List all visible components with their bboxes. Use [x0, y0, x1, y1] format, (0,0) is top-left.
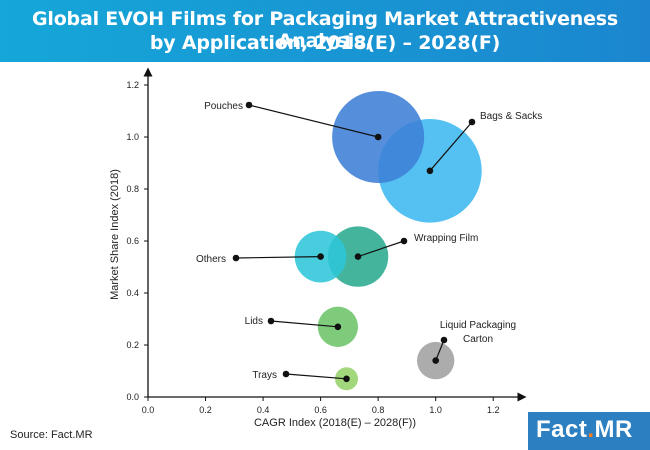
bubble-center-dot-bags-sacks — [426, 167, 434, 175]
y-tick-label: 0.0 — [126, 392, 139, 402]
logo-text-fact: Fact — [536, 416, 588, 443]
y-tick-label: 1.0 — [126, 132, 139, 142]
chart-title-line-1: Global EVOH Films for Packaging Market A… — [32, 8, 618, 52]
leader-end-dot-bags-sacks — [468, 118, 476, 126]
y-tick-label: 0.2 — [126, 340, 139, 350]
leader-end-dot-others — [232, 254, 240, 262]
leader-line-wrapping-film — [357, 240, 405, 258]
x-axis-label: CAGR Index (2018(E) – 2028(F)) — [254, 417, 416, 429]
leader-line-lids — [270, 320, 338, 328]
label-liquid-packaging-carton: Liquid Packaging Carton — [440, 320, 516, 345]
y-tick-label: 0.8 — [126, 184, 139, 194]
label-trays: Trays — [252, 370, 277, 381]
x-tick-label: 0.0 — [142, 405, 155, 415]
bubble-center-dot-lids — [334, 323, 342, 331]
leader-line-bags-sacks — [429, 121, 473, 172]
label-bags-sacks: Bags & Sacks — [480, 111, 542, 122]
x-tick-label: 0.8 — [372, 405, 385, 415]
y-tick-label: 1.2 — [126, 80, 139, 90]
label-lids: Lids — [245, 316, 263, 327]
chart-title-line-2: by Application, 2018(E) – 2028(F) — [149, 32, 501, 54]
y-axis-label: Market Share Index (2018) — [109, 169, 121, 300]
y-tick-label: 0.6 — [126, 236, 139, 246]
bubble-center-dot-others — [317, 253, 324, 260]
label-others: Others — [196, 254, 226, 265]
leader-line-trays — [285, 373, 347, 380]
x-tick-label: 0.6 — [314, 405, 327, 415]
y-tick-label: 0.4 — [126, 288, 139, 298]
x-tick-label: 0.4 — [257, 405, 270, 415]
leader-end-dot-wrapping-film — [400, 237, 408, 245]
leader-line-liquid-packaging-carton — [435, 339, 445, 361]
bubble-center-dot-wrapping-film — [354, 253, 362, 260]
leader-end-dot-liquid-packaging-carton — [440, 336, 448, 344]
bubble-chart: 0.0 0.2 0.4 0.6 0.8 1.0 1.2 0.0 0.2 0.4 0.6 0.8 1.0 1… — [109, 67, 542, 429]
leader-end-dot-pouches — [245, 101, 253, 109]
leader-line-pouches — [248, 104, 379, 138]
bubble-center-dot-liquid-packaging-carton — [432, 357, 439, 364]
x-tick-label: 0.2 — [199, 405, 212, 415]
label-wrapping-film: Wrapping Film — [414, 233, 478, 244]
x-tick-label: 1.0 — [429, 405, 442, 415]
title-banner: Global EVOH Films for Packaging Market A… — [0, 0, 650, 62]
logo-text-mr: MR — [594, 416, 633, 443]
leader-end-dot-trays — [282, 370, 290, 378]
leader-end-dot-lids — [267, 317, 275, 325]
source-note: Source: Fact.MR — [10, 429, 93, 441]
label-pouches: Pouches — [204, 101, 243, 112]
bubble-center-dot-pouches — [374, 133, 382, 141]
leader-line-others — [235, 256, 321, 259]
factmr-logo: Fact.MR — [528, 412, 650, 450]
bubble-center-dot-trays — [343, 375, 350, 383]
logo-text-dot: . — [587, 416, 595, 443]
x-tick-label: 1.2 — [487, 405, 500, 415]
